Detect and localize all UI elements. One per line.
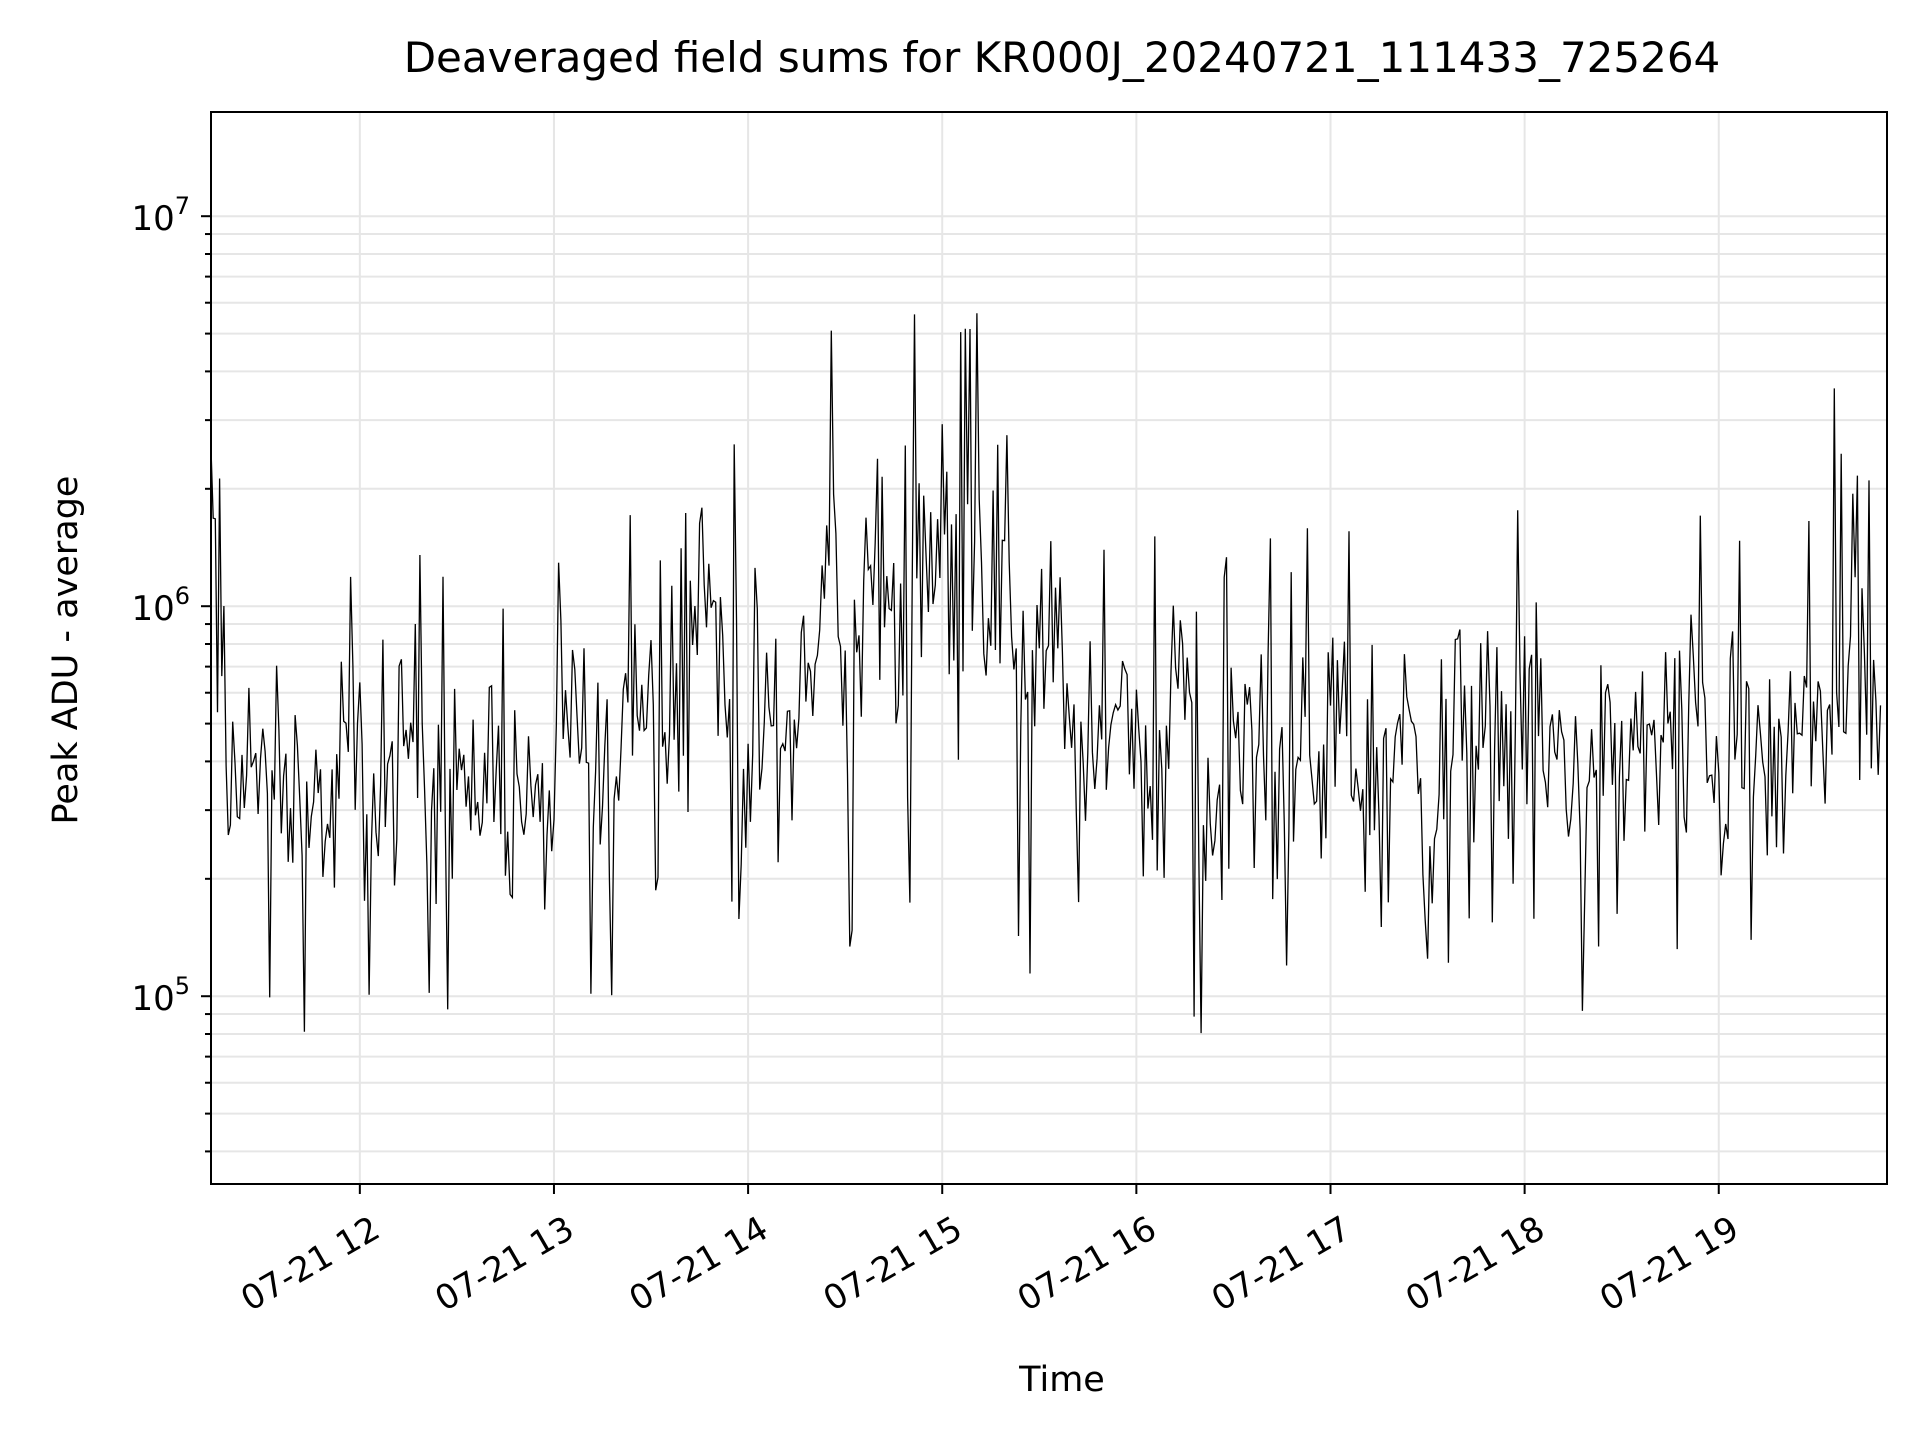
chart-title: Deaveraged field sums for KR000J_2024072… — [404, 33, 1721, 82]
plot-area — [210, 313, 1882, 1034]
x-axis-label: Time — [1018, 1360, 1105, 1400]
series-line — [210, 313, 1882, 1034]
y-tick-label: 107 — [131, 192, 190, 239]
y-tick-label: 106 — [131, 582, 190, 629]
y-axis-ticks: 105 106 107 — [131, 192, 211, 1153]
plot-frame — [210, 111, 1888, 1185]
y-axis-label: Peak ADU - average — [46, 476, 86, 825]
y-tick-label: 105 — [131, 972, 190, 1019]
